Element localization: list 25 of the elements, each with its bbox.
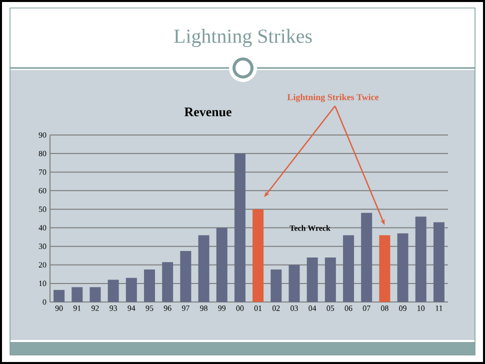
bar: [90, 287, 101, 302]
bar: [198, 235, 210, 302]
bar: [343, 235, 354, 302]
bar: [379, 235, 390, 302]
bar: [433, 222, 444, 302]
bar: [108, 280, 119, 302]
bar: [361, 212, 372, 302]
bar: [234, 154, 246, 302]
bar: [252, 209, 264, 302]
bar: [288, 264, 300, 302]
bar: [126, 278, 137, 302]
bar: [162, 262, 174, 302]
bar: [397, 233, 408, 302]
chart-title: Lightning Strikes: [174, 28, 312, 48]
bar: [72, 287, 83, 302]
bar: [54, 290, 65, 302]
bar: [144, 270, 156, 302]
bar: [216, 228, 228, 302]
bar: [324, 257, 336, 302]
bar: [306, 257, 318, 302]
chart-subtitle: Revenue: [184, 108, 232, 116]
bar: [415, 216, 426, 302]
bar: [180, 250, 192, 302]
bar: [270, 270, 282, 302]
text: Lightning Strikes Twice: [287, 94, 379, 102]
